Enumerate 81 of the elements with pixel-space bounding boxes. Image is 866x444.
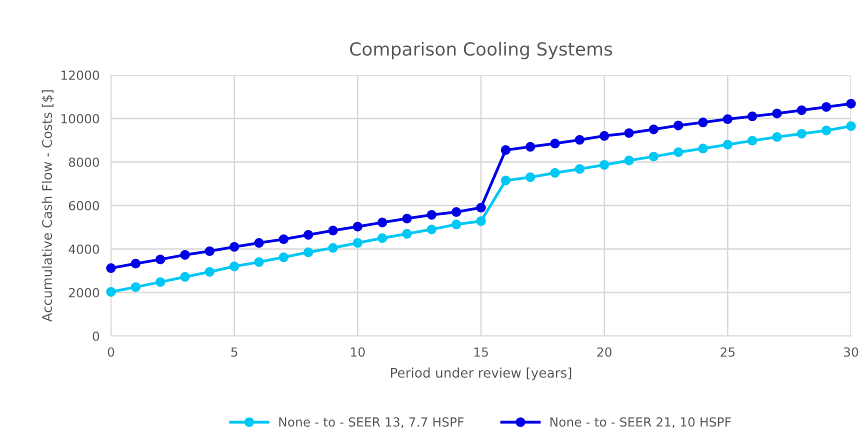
point — [402, 214, 412, 224]
point — [698, 144, 708, 154]
point — [130, 282, 141, 292]
point — [155, 254, 166, 264]
point — [278, 252, 289, 262]
legend-label: None - to - SEER 21, 10 HSPF — [550, 417, 731, 428]
point — [426, 224, 437, 234]
point — [328, 226, 338, 236]
y-tick-label: 6000 — [68, 200, 100, 210]
point — [846, 98, 856, 109]
y-tick-label: 8000 — [68, 157, 100, 167]
point — [698, 118, 708, 128]
point — [303, 230, 314, 240]
point — [180, 250, 190, 260]
point — [796, 128, 807, 139]
x-tick-label: 0 — [108, 347, 114, 357]
x-tick-label: 15 — [474, 347, 488, 357]
point — [106, 263, 116, 273]
point — [525, 142, 536, 152]
point — [229, 262, 240, 272]
y-tick-label: 4000 — [68, 244, 100, 254]
point — [624, 156, 634, 166]
chart-title: Comparison Cooling Systems — [350, 42, 612, 60]
y-tick-label: 2000 — [68, 288, 100, 298]
point — [796, 105, 807, 116]
point — [155, 277, 166, 287]
point — [550, 168, 560, 178]
point — [476, 202, 486, 213]
point — [500, 145, 511, 155]
point — [254, 257, 264, 267]
point — [451, 207, 462, 217]
point — [772, 132, 782, 142]
point — [180, 272, 190, 282]
point — [648, 152, 659, 162]
point — [377, 233, 388, 243]
point — [673, 147, 684, 158]
point — [402, 228, 412, 239]
point — [599, 160, 610, 170]
x-tick-label: 30 — [844, 347, 858, 357]
point — [500, 176, 511, 186]
point — [426, 210, 437, 220]
x-tick-label: 5 — [231, 347, 238, 357]
point — [377, 218, 388, 228]
y-axis-title: Accumulative Cash Flow - Costs [$] — [42, 90, 54, 322]
point — [550, 138, 560, 148]
point — [821, 102, 832, 112]
point — [722, 140, 733, 150]
point — [451, 220, 462, 230]
legend-label: None - to - SEER 13, 7.7 HSPF — [279, 417, 464, 428]
y-tick-label: 12000 — [61, 70, 100, 80]
point — [821, 126, 832, 136]
y-tick-label: 0 — [92, 331, 100, 341]
point — [722, 114, 733, 124]
point — [328, 243, 338, 253]
point — [229, 242, 240, 252]
point — [574, 134, 585, 145]
x-axis-title: Period under review [years] — [390, 368, 572, 380]
x-tick-label: 20 — [597, 347, 612, 357]
point — [673, 120, 684, 130]
point — [254, 238, 264, 248]
x-tick-label: 10 — [351, 347, 365, 357]
point — [352, 222, 363, 232]
point — [846, 121, 856, 131]
point — [525, 172, 536, 182]
point — [204, 266, 215, 277]
point — [624, 128, 634, 138]
point — [278, 234, 289, 244]
point — [204, 246, 215, 256]
point — [772, 108, 782, 118]
point — [130, 258, 141, 268]
point — [574, 164, 585, 174]
point — [476, 216, 486, 226]
point — [747, 111, 758, 122]
y-tick-label: 10000 — [61, 114, 100, 124]
point — [352, 238, 363, 248]
point — [648, 124, 659, 134]
x-tick-label: 25 — [720, 347, 735, 357]
point — [106, 286, 116, 297]
point — [747, 136, 758, 146]
point — [303, 247, 314, 258]
point — [599, 131, 610, 141]
